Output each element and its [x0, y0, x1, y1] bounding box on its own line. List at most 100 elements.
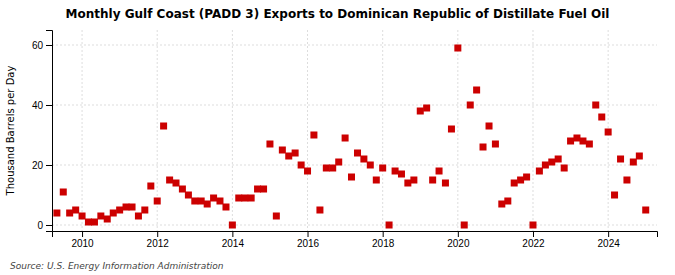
y-grid-line [52, 225, 657, 226]
point [611, 192, 618, 199]
grid [52, 30, 657, 231]
point [636, 153, 643, 160]
point [335, 159, 342, 166]
x-tick: 2022 [522, 231, 545, 249]
point [642, 207, 649, 214]
y-grid-line [52, 45, 657, 46]
point [517, 177, 524, 184]
point [548, 159, 555, 166]
point [266, 141, 273, 148]
point [398, 171, 405, 178]
y-tick: 60 [32, 40, 52, 51]
point [354, 150, 361, 157]
point [91, 219, 98, 226]
x-tick-label: 2024 [598, 238, 621, 249]
point [623, 177, 630, 184]
point [492, 141, 499, 148]
point [523, 174, 530, 181]
title: Monthly Gulf Coast (PADD 3) Exports to D… [66, 7, 610, 21]
point [129, 204, 136, 211]
point [379, 165, 386, 172]
point [605, 129, 612, 136]
point [561, 165, 568, 172]
point [123, 204, 130, 211]
point [630, 159, 637, 166]
point [480, 144, 487, 151]
point [586, 141, 593, 148]
x-grid-line [532, 30, 533, 231]
point [555, 156, 562, 163]
y-tick-label: 40 [32, 100, 44, 111]
point [573, 135, 580, 142]
x-tick: 2016 [297, 231, 320, 249]
point [204, 201, 211, 208]
point [386, 222, 393, 229]
point [448, 126, 455, 133]
x-tick: 2012 [147, 231, 170, 249]
x-tick-label: 2018 [372, 238, 395, 249]
point [229, 222, 236, 229]
point [323, 165, 330, 172]
y-grid-line [52, 105, 657, 106]
point [417, 108, 424, 115]
point [254, 186, 261, 193]
x-grid-line [232, 30, 233, 231]
point [141, 207, 148, 214]
point [316, 207, 323, 214]
point [348, 174, 355, 181]
point [404, 180, 411, 187]
point [579, 138, 586, 145]
point [367, 162, 374, 169]
y-tick: 40 [32, 100, 52, 111]
point [85, 219, 92, 226]
x-tick-label: 2016 [297, 238, 320, 249]
x-tick-mark [533, 231, 534, 237]
y-tick: 20 [32, 160, 52, 171]
y-tick-mark [46, 105, 52, 106]
y-tick-mark [46, 165, 52, 166]
point [210, 195, 217, 202]
point [248, 195, 255, 202]
point [486, 123, 493, 130]
point [360, 156, 367, 163]
point [529, 222, 536, 229]
y-tick-mark [46, 225, 52, 226]
point [592, 102, 599, 109]
point [342, 135, 349, 142]
x-tick: 2010 [71, 231, 94, 249]
x-tick-mark [232, 231, 233, 237]
point [260, 186, 267, 193]
point [154, 198, 161, 205]
point [454, 45, 461, 52]
y-axis: 0204060 [32, 31, 53, 232]
point [135, 213, 142, 220]
point [423, 105, 430, 112]
x-tick-label: 2012 [147, 238, 170, 249]
x-tick-label: 2020 [447, 238, 470, 249]
point [160, 123, 167, 130]
x-tick: 2018 [372, 231, 395, 249]
point [329, 165, 336, 172]
point [567, 138, 574, 145]
point [429, 177, 436, 184]
point [273, 213, 280, 220]
point [60, 189, 67, 196]
x-tick-label: 2022 [522, 238, 545, 249]
x-tick: 2014 [222, 231, 245, 249]
x-tick-mark [383, 231, 384, 237]
point [279, 147, 286, 154]
point [198, 198, 205, 205]
x-tick-mark [308, 231, 309, 237]
point [116, 207, 123, 214]
point [191, 198, 198, 205]
point [461, 222, 468, 229]
point [373, 177, 380, 184]
plot-area: 201020122014201620182020202220240204060 [32, 30, 658, 249]
y-tick-label: 20 [32, 160, 44, 171]
point [442, 180, 449, 187]
point [285, 153, 292, 160]
point [166, 177, 173, 184]
point [504, 198, 511, 205]
y-axis-label: Thousand Barrels per Day [5, 66, 16, 197]
point [310, 132, 317, 139]
